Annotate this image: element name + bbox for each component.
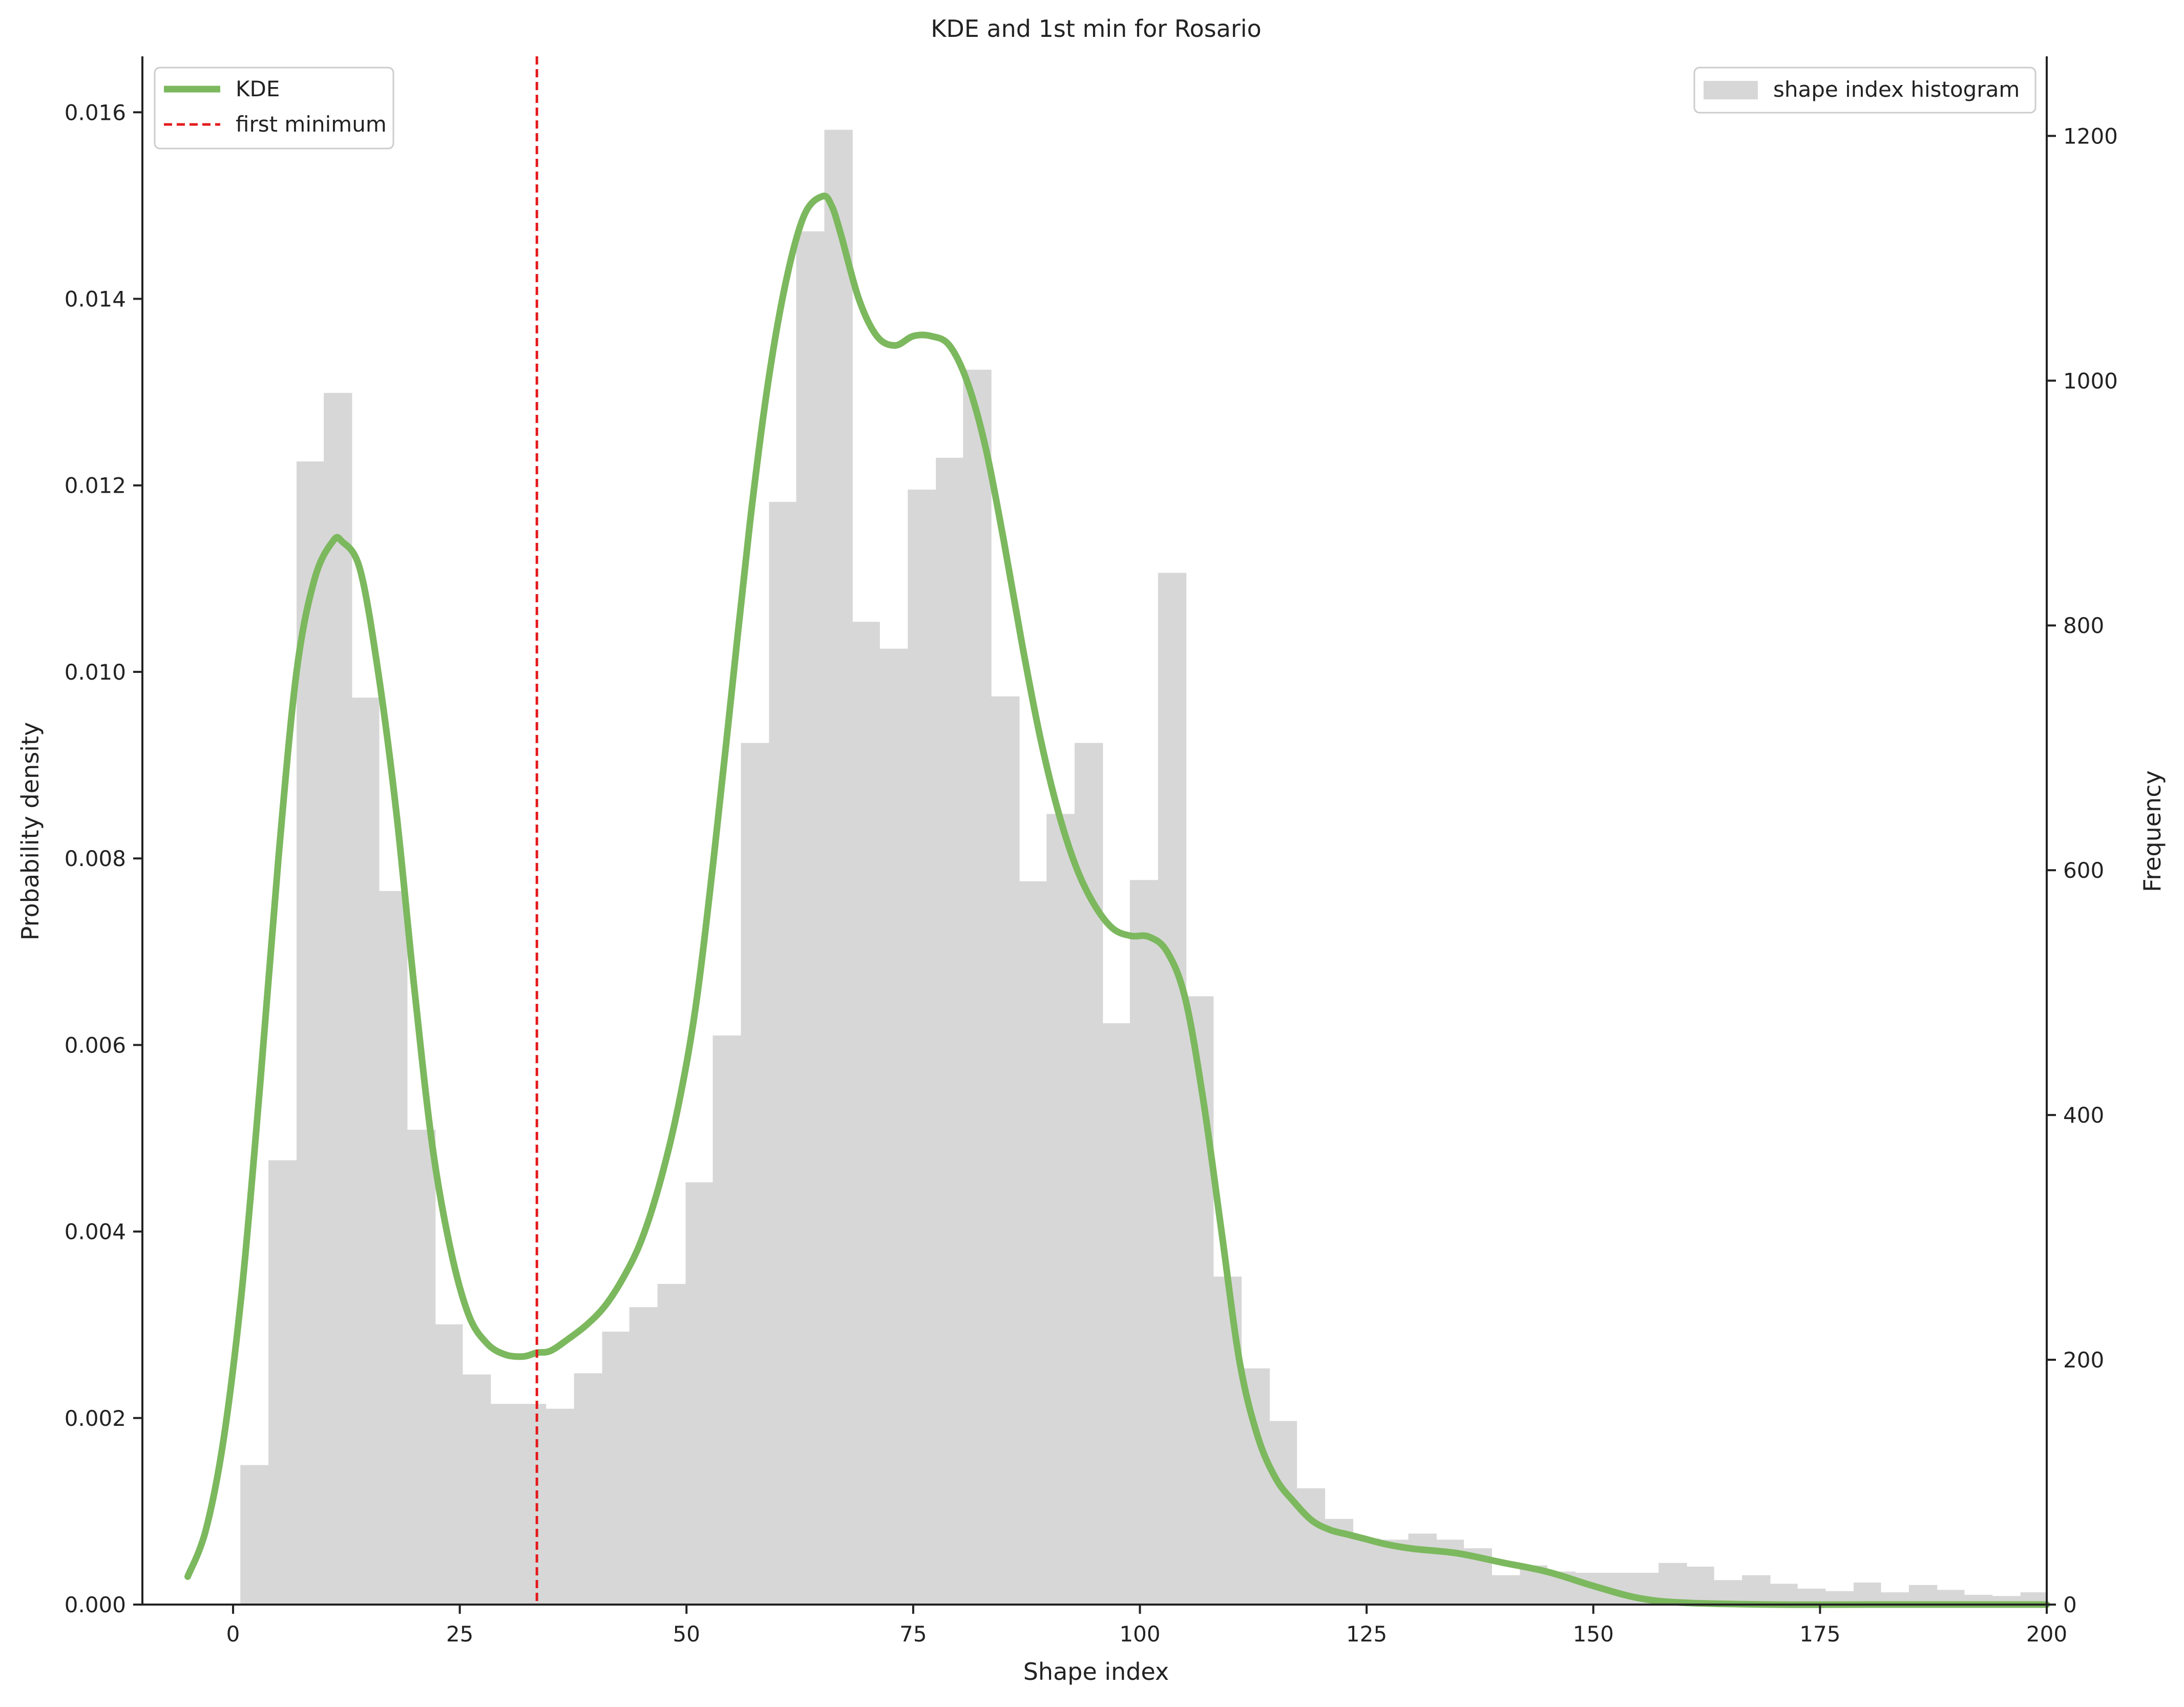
x-tick-label: 50 <box>673 1621 700 1647</box>
y-axis-ticks: 0.000 0.002 0.004 0.006 0.008 0.010 0.012 0.014… <box>65 100 142 1617</box>
histogram-bar <box>879 648 908 1605</box>
x-tick-label: 25 <box>446 1621 473 1647</box>
histogram-bar <box>657 1283 686 1605</box>
histogram-bar <box>240 1465 269 1605</box>
legend-right-frame <box>1693 67 2036 114</box>
histogram-bar <box>908 490 936 1605</box>
x-axis-title: Shape index <box>1023 1658 1169 1685</box>
histogram-bar <box>1046 814 1075 1605</box>
histogram-bar <box>435 1324 463 1605</box>
legend-histogram: shape index histogram <box>1693 67 2036 114</box>
y-axis-title: Probability density <box>16 722 44 940</box>
y2-tick-label: 1000 <box>2063 368 2118 393</box>
legend-histogram-label: shape index histogram <box>1773 77 2020 102</box>
histogram-bar <box>741 743 769 1605</box>
y2-tick-label: 800 <box>2063 613 2104 638</box>
kde-line <box>184 193 2050 1608</box>
histogram-bar <box>574 1373 603 1605</box>
histogram-bar <box>1492 1575 1520 1605</box>
histogram-bar <box>545 1408 575 1605</box>
histogram-bar <box>407 1129 436 1605</box>
histogram-bar <box>1019 881 1047 1605</box>
histogram-bar <box>379 891 408 1605</box>
x-axis-ticks: 0 25 50 75 100 125 150 175 200 <box>226 1605 2067 1647</box>
histogram-bar <box>1130 880 1159 1605</box>
x-tick-label: 75 <box>899 1621 927 1647</box>
histogram-bar <box>518 1404 547 1605</box>
histogram-bar <box>1742 1575 1771 1605</box>
y2-tick-label: 400 <box>2063 1103 2104 1128</box>
x-tick-label: 125 <box>1346 1621 1387 1647</box>
x-tick-label: 100 <box>1119 1621 1160 1647</box>
y-tick-label: 0.002 <box>65 1406 126 1431</box>
x-tick-label: 200 <box>2026 1621 2067 1647</box>
y-tick-label: 0.010 <box>65 660 126 685</box>
histogram-bar <box>963 369 992 1605</box>
histogram-bar <box>852 622 880 1605</box>
y-tick-label: 0.012 <box>65 473 126 498</box>
histogram-bar <box>1853 1583 1881 1605</box>
histogram-bar <box>268 1160 297 1605</box>
y2-tick-label: 200 <box>2063 1347 2104 1373</box>
histogram-bar <box>602 1332 630 1605</box>
y-tick-label: 0.000 <box>65 1592 126 1617</box>
histogram-bar <box>824 130 853 1605</box>
histogram-bar <box>324 393 352 1605</box>
x-tick-label: 175 <box>1799 1621 1840 1647</box>
legend-histogram-swatch <box>1704 81 1758 99</box>
y-tick-label: 0.008 <box>65 846 126 871</box>
histogram-bar <box>1770 1584 1798 1605</box>
histogram-bar <box>685 1182 713 1605</box>
histogram-bar <box>1075 743 1103 1605</box>
histogram-bar <box>991 696 1020 1605</box>
y2-tick-label: 0 <box>2063 1592 2077 1617</box>
histogram-bar <box>1408 1533 1437 1605</box>
histogram-bar <box>936 457 963 1605</box>
x-tick-label: 0 <box>226 1621 240 1647</box>
y2-axis-title: Frequency <box>2138 770 2166 892</box>
histogram-bar <box>1269 1421 1297 1605</box>
y-tick-label: 0.014 <box>65 286 126 311</box>
histogram-bar <box>463 1374 491 1605</box>
kde-curve-group <box>184 193 2050 1608</box>
histogram-bar <box>1158 573 1187 1605</box>
y-tick-label: 0.006 <box>65 1032 126 1058</box>
histogram-bar <box>712 1035 741 1605</box>
legend-first-minimum-label: first minimum <box>236 112 387 137</box>
histogram-bar <box>1687 1566 1714 1605</box>
histogram-bar <box>629 1307 658 1605</box>
histogram-bar <box>796 231 825 1605</box>
y2-tick-label: 1200 <box>2063 123 2118 149</box>
y2-axis-ticks: 0 200 400 600 800 1000 1200 <box>2047 123 2118 1617</box>
histogram-bars <box>240 130 2048 1605</box>
histogram-bar <box>1102 1023 1130 1605</box>
y-tick-label: 0.016 <box>65 100 126 125</box>
x-tick-label: 150 <box>1573 1621 1614 1647</box>
y2-tick-label: 600 <box>2063 858 2104 883</box>
legend-kde-label: KDE <box>236 76 280 101</box>
histogram-bar <box>769 501 796 1605</box>
histogram-bar <box>1658 1563 1687 1605</box>
y-tick-label: 0.004 <box>65 1219 126 1245</box>
chart-title: KDE and 1st min for Rosario <box>931 15 1262 43</box>
histogram-bar <box>1353 1539 1381 1605</box>
legend-kde-first-minimum: KDE first minimum <box>154 67 394 150</box>
histogram-bar <box>490 1404 519 1605</box>
histogram-bar <box>352 698 380 1605</box>
